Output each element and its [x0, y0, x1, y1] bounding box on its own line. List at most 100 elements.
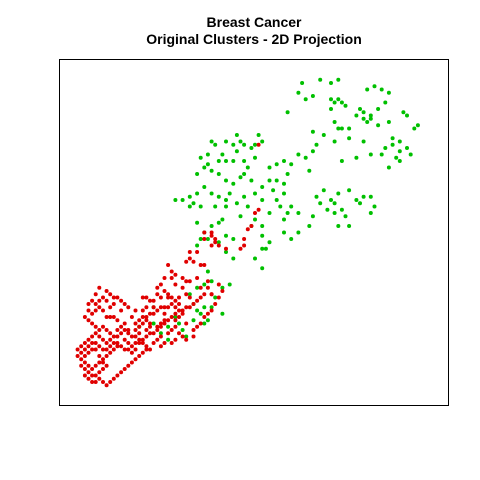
- data-point-s1-248: [115, 373, 120, 378]
- data-point-s1-4: [213, 237, 218, 241]
- data-point-s1-176: [93, 373, 98, 378]
- data-point-s0-59: [296, 152, 301, 157]
- data-point-s0-86: [343, 214, 348, 219]
- data-point-s1-14: [242, 243, 247, 248]
- data-point-s0-80: [354, 198, 359, 202]
- data-point-s1-225: [122, 347, 127, 352]
- data-point-s0-5: [303, 97, 308, 102]
- data-point-s1-130: [93, 324, 98, 329]
- data-point-s1-141: [137, 337, 142, 342]
- data-point-s1-26: [173, 272, 178, 277]
- data-point-s0-6: [310, 94, 315, 98]
- data-point-s0-182: [202, 305, 207, 310]
- data-point-s1-103: [104, 315, 109, 319]
- data-point-s0-9: [329, 107, 333, 111]
- data-point-s0-165: [224, 139, 228, 144]
- data-point-s1-86: [140, 308, 145, 313]
- data-point-s1-48: [187, 295, 192, 300]
- data-point-s1-162: [97, 360, 102, 365]
- data-point-s1-201: [144, 318, 149, 323]
- data-point-s1-180: [79, 363, 84, 368]
- data-point-s1-123: [97, 298, 102, 303]
- data-point-s1-154: [169, 341, 174, 345]
- data-point-s0-171: [195, 172, 200, 176]
- data-point-s0-102: [245, 204, 250, 209]
- data-point-s0-37: [397, 159, 402, 163]
- data-point-s0-169: [220, 152, 225, 157]
- data-point-s0-108: [242, 172, 247, 176]
- data-point-s0-15: [372, 84, 377, 89]
- data-point-s0-97: [278, 204, 283, 209]
- data-point-s1-212: [184, 305, 189, 310]
- data-point-s0-105: [253, 191, 257, 196]
- data-point-s1-66: [191, 334, 196, 339]
- data-point-s1-159: [108, 350, 113, 355]
- data-point-s0-56: [368, 152, 373, 157]
- data-point-s1-204: [155, 328, 160, 332]
- data-point-s0-174: [173, 198, 178, 202]
- data-point-s1-1: [209, 243, 214, 248]
- data-point-s0-120: [224, 198, 228, 202]
- data-point-s1-87: [144, 305, 149, 310]
- data-point-s1-228: [111, 341, 116, 345]
- data-point-s1-247: [111, 376, 116, 381]
- data-point-s0-189: [209, 305, 214, 310]
- data-point-s0-30: [405, 113, 409, 118]
- data-point-s0-157: [260, 266, 265, 271]
- data-point-s1-221: [137, 341, 142, 345]
- data-point-s1-172: [101, 360, 105, 365]
- chart-title: Breast Cancer: [207, 14, 302, 30]
- data-point-s1-81: [140, 315, 145, 319]
- data-point-s0-154: [195, 243, 200, 248]
- data-point-s1-171: [97, 354, 102, 358]
- data-point-s0-132: [191, 201, 196, 206]
- data-point-s1-144: [148, 347, 152, 352]
- data-point-s1-230: [104, 347, 109, 352]
- data-point-s1-111: [104, 289, 109, 293]
- data-point-s0-76: [329, 198, 333, 202]
- data-point-s0-156: [231, 256, 236, 261]
- data-point-s1-244: [101, 380, 105, 384]
- data-point-s0-202: [195, 308, 200, 313]
- data-point-s1-77: [155, 308, 160, 313]
- data-point-s1-116: [122, 302, 127, 306]
- data-point-s1-57: [205, 285, 210, 290]
- data-point-s0-48: [336, 126, 341, 131]
- data-point-s1-23: [202, 263, 207, 267]
- data-point-s1-218: [148, 331, 152, 336]
- data-point-s1-134: [108, 331, 113, 336]
- data-point-s1-32: [166, 292, 171, 297]
- data-point-s0-72: [314, 194, 319, 199]
- data-point-s1-209: [173, 318, 178, 323]
- data-point-s0-199: [158, 331, 163, 336]
- data-point-s1-46: [195, 298, 200, 303]
- data-point-s0-19: [376, 107, 381, 111]
- data-point-s0-161: [234, 133, 239, 137]
- data-point-s0-0: [300, 81, 305, 85]
- data-point-s0-20: [368, 113, 373, 118]
- data-point-s1-34: [151, 298, 156, 303]
- data-point-s0-54: [354, 155, 359, 160]
- data-point-s1-31: [162, 289, 167, 293]
- data-point-s1-47: [191, 302, 196, 306]
- data-point-s1-191: [108, 337, 113, 342]
- data-point-s1-63: [198, 321, 203, 326]
- data-point-s1-61: [205, 311, 210, 316]
- data-point-s1-108: [90, 298, 95, 303]
- data-point-s1-206: [162, 321, 167, 326]
- data-point-s0-128: [209, 191, 214, 196]
- data-point-s1-226: [119, 344, 124, 349]
- data-point-s1-195: [122, 328, 127, 332]
- data-point-s1-68: [184, 321, 189, 326]
- data-point-s1-122: [101, 295, 105, 300]
- data-point-s1-25: [169, 269, 174, 274]
- data-point-s1-36: [144, 295, 149, 300]
- data-point-s0-138: [198, 155, 203, 160]
- data-point-s1-7: [202, 230, 207, 235]
- data-point-s1-12: [245, 227, 250, 232]
- data-point-s0-111: [249, 146, 254, 150]
- data-point-s1-95: [144, 328, 149, 332]
- data-point-s0-122: [220, 217, 225, 222]
- data-point-s1-80: [144, 315, 149, 319]
- data-point-s1-62: [202, 315, 207, 319]
